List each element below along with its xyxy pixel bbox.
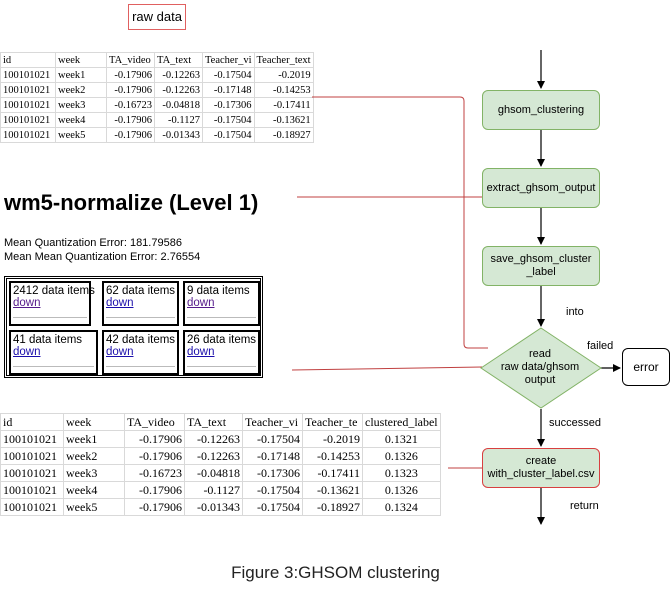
mean-mean-quantization-error: Mean Mean Quantization Error: 2.76554 <box>4 251 201 263</box>
cell-id: 100101021 <box>0 127 56 143</box>
save-ghsom-cluster-label-node: save_ghsom_cluster _label <box>482 246 600 286</box>
cluster-down-link[interactable]: down <box>187 297 215 309</box>
cell-week: week3 <box>63 464 125 482</box>
cell-teacher-text: -0.2019 <box>253 67 314 83</box>
node-label-line2: with_cluster_label.csv <box>487 468 595 480</box>
into-label: into <box>566 306 584 318</box>
decision-line1: read <box>528 348 552 360</box>
node-label: ghsom_clustering <box>497 103 585 116</box>
connector-raw-to-read <box>312 96 488 349</box>
cluster-down-link[interactable]: down <box>13 297 41 309</box>
cell-ta-text: -0.01343 <box>154 127 203 143</box>
error-node: error <box>622 348 670 386</box>
cell-ta-video: -0.17906 <box>124 447 185 465</box>
cell-week: week2 <box>63 447 125 465</box>
raw-data-label: raw data <box>128 4 186 30</box>
cluster-down-link[interactable]: down <box>106 346 134 358</box>
cell-ta-video: -0.17906 <box>124 498 185 516</box>
cell-teacher-te: -0.18927 <box>302 498 363 516</box>
create-csv-node: create with_cluster_label.csv <box>482 448 600 488</box>
node-label-line1: create <box>525 455 557 467</box>
cell-teacher-te: -0.2019 <box>302 430 363 448</box>
successed-label: successed <box>549 417 601 429</box>
mean-quantization-error: Mean Quantization Error: 181.79586 <box>4 237 182 249</box>
table-row: 100101021 week2 -0.17906 -0.12263 -0.171… <box>0 447 441 465</box>
cluster-cell: 42 data items down <box>102 330 179 375</box>
cell-clustered-label: 0.1326 <box>362 447 441 465</box>
cell-teacher-te: -0.13621 <box>302 481 363 499</box>
decision-label: read raw data/ghsom output <box>492 348 588 387</box>
cluster-item-count: 26 data items <box>187 334 257 346</box>
ghsom-title: wm5-normalize (Level 1) <box>4 190 259 215</box>
error-label: error <box>633 360 659 374</box>
cell-divider <box>13 366 94 367</box>
decision-line3: output <box>524 374 556 386</box>
cell-teacher-vi: -0.17504 <box>242 481 303 499</box>
cell-ta-text: -0.01343 <box>184 498 243 516</box>
cluster-item-count: 41 data items <box>13 334 83 346</box>
decision-line2: raw data/ghsom <box>500 361 580 373</box>
cell-id: 100101021 <box>0 430 64 448</box>
extract-ghsom-output-node: extract_ghsom_output <box>482 168 600 208</box>
cell-id: 100101021 <box>0 464 64 482</box>
table-row: 100101021 week4 -0.17906 -0.1127 -0.1750… <box>0 112 314 128</box>
cluster-down-link[interactable]: down <box>106 297 134 309</box>
cell-teacher-vi: -0.17148 <box>242 447 303 465</box>
connector-grid-to-read <box>291 366 483 371</box>
cell-teacher-vi: -0.17504 <box>242 498 303 516</box>
cell-teacher-vi: -0.17504 <box>242 430 303 448</box>
clustered-data-table: id week TA_video TA_text Teacher_vi Teac… <box>0 413 441 516</box>
table-row: 100101021 week5 -0.17906 -0.01343 -0.175… <box>0 498 441 516</box>
table-row: 100101021 week5 -0.17906 -0.01343 -0.175… <box>0 127 314 143</box>
cell-teacher-vi: -0.17504 <box>202 127 255 143</box>
cell-teacher-te: -0.14253 <box>302 447 363 465</box>
cell-divider <box>187 317 256 318</box>
header-clustered-label: clustered_label <box>362 413 441 431</box>
cluster-cell: 2412 data items down <box>9 281 95 326</box>
cell-ta-text: -0.12263 <box>184 447 243 465</box>
cluster-item-count: 9 data items <box>187 285 250 297</box>
cell-id: 100101021 <box>0 498 64 516</box>
cell-divider <box>106 317 175 318</box>
cluster-cell: 9 data items down <box>183 281 260 326</box>
cluster-item-count: 62 data items <box>106 285 176 297</box>
node-label: extract_ghsom_output <box>486 181 596 194</box>
figure-caption: Figure 3:GHSOM clustering <box>231 563 440 582</box>
cluster-cell: 41 data items down <box>9 330 98 375</box>
cell-divider <box>13 317 87 318</box>
cell-week: week5 <box>55 127 107 143</box>
cluster-item-count: 42 data items <box>106 334 176 346</box>
cell-clustered-label: 0.1323 <box>362 464 441 482</box>
table-row: 100101021 week3 -0.16723 -0.04818 -0.173… <box>0 97 314 113</box>
failed-label: failed <box>587 340 614 352</box>
cell-ta-video: -0.17906 <box>106 127 155 143</box>
raw-data-table: id week TA_video TA_text Teacher_vi Teac… <box>0 52 314 143</box>
header-teacher-vi: Teacher_vi <box>242 413 303 431</box>
cluster-item-count: 2412 data items <box>13 285 95 297</box>
decision-diamond <box>480 327 602 409</box>
cluster-cell: 26 data items down <box>183 330 260 375</box>
cell-ta-video: -0.17906 <box>124 481 185 499</box>
cluster-grid: 2412 data items down 62 data items down … <box>4 276 263 378</box>
cell-clustered-label: 0.1324 <box>362 498 441 516</box>
cell-divider <box>187 366 256 367</box>
table-row: 100101021 week3 -0.16723 -0.04818 -0.173… <box>0 464 441 482</box>
cluster-down-link[interactable]: down <box>187 346 215 358</box>
ghsom-clustering-node: ghsom_clustering <box>482 90 600 130</box>
return-label: return <box>570 500 599 512</box>
cell-week: week5 <box>63 498 125 516</box>
node-label-line1: save_ghsom_cluster <box>490 253 592 265</box>
cell-divider <box>106 366 175 367</box>
node-label-line2: _label <box>526 266 556 278</box>
cluster-cell: 62 data items down <box>102 281 179 326</box>
cluster-down-link[interactable]: down <box>13 346 41 358</box>
cell-teacher-text: -0.18927 <box>253 127 314 143</box>
cell-id: 100101021 <box>0 447 64 465</box>
